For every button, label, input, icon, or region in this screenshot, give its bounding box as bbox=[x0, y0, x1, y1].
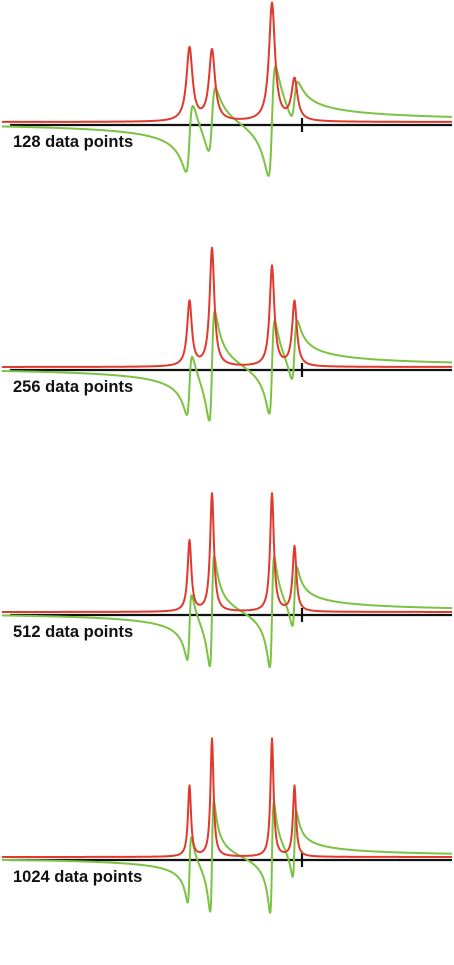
spectrum-panel: 256 data points bbox=[0, 245, 454, 475]
spectrum-plot bbox=[1, 1, 453, 177]
absorption-series-line bbox=[1, 737, 453, 858]
spectrum-plot bbox=[1, 737, 453, 914]
panel-label: 512 data points bbox=[13, 623, 134, 641]
absorption-series-line bbox=[1, 492, 453, 613]
dispersion-series-line bbox=[1, 555, 453, 669]
panel-label: 1024 data points bbox=[13, 868, 143, 886]
spectrum-panel: 1024 data points bbox=[0, 735, 454, 965]
absorption-series-line bbox=[1, 246, 453, 368]
spectrum-panel: 128 data points bbox=[0, 0, 454, 230]
spectrum-plot bbox=[1, 492, 453, 669]
dispersion-series-line bbox=[1, 800, 453, 914]
spectrum-panel: 512 data points bbox=[0, 490, 454, 720]
spectrum-plot bbox=[1, 246, 453, 422]
panel-label: 256 data points bbox=[13, 378, 134, 396]
dispersion-series-line bbox=[1, 310, 453, 422]
absorption-series-line bbox=[1, 1, 453, 123]
dispersion-series-line bbox=[1, 65, 453, 177]
panel-label: 128 data points bbox=[13, 133, 134, 151]
